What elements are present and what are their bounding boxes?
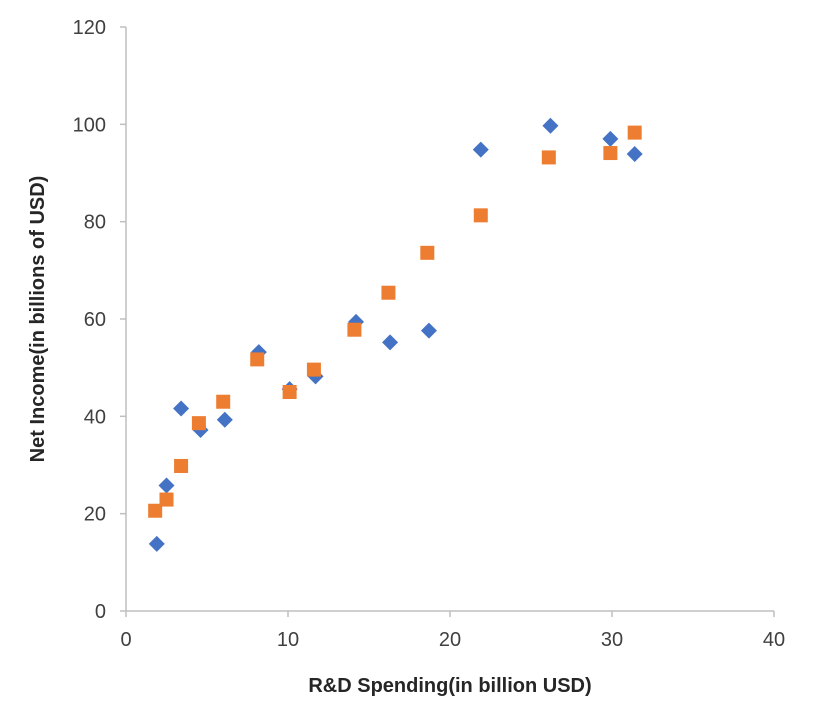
y-tick-label: 60	[84, 309, 106, 331]
y-tick-group: 0 20 40 60 80 100 120	[73, 17, 126, 623]
square-point	[159, 492, 174, 507]
diamond-point	[626, 146, 643, 163]
square-point	[148, 503, 163, 518]
y-tick-label: 80	[84, 212, 106, 234]
y-tick-label: 0	[95, 601, 106, 623]
x-tick-label: 30	[601, 629, 623, 651]
square-point	[250, 352, 265, 367]
diamond-point	[148, 535, 165, 552]
diamond-point	[216, 411, 233, 428]
diamond-point	[382, 334, 399, 351]
square-point	[627, 125, 642, 140]
square-point	[282, 385, 297, 399]
square-point	[381, 285, 396, 300]
y-tick-label: 20	[84, 504, 106, 526]
square-point	[541, 150, 556, 165]
x-tick-label: 40	[763, 629, 785, 651]
x-axis-title: R&D Spending(in billion USD)	[308, 675, 591, 697]
square-point	[174, 458, 189, 473]
x-tick-label: 0	[120, 629, 131, 651]
square-point	[347, 322, 362, 337]
square-point	[420, 245, 435, 260]
square-point	[191, 416, 206, 431]
diamond-point	[472, 141, 489, 158]
x-tick-group: 0 10 20 30 40	[120, 611, 785, 651]
diamond-point	[542, 117, 559, 134]
square-point	[306, 362, 321, 377]
x-tick-label: 10	[277, 629, 299, 651]
diamond-point	[158, 477, 175, 494]
diamond-point	[173, 400, 190, 417]
data-points	[148, 117, 643, 552]
square-point	[216, 394, 231, 409]
y-axis-title: Net Income(in billions of USD)	[27, 176, 49, 463]
square-point	[473, 208, 488, 223]
y-tick-label: 120	[73, 17, 106, 39]
x-tick-label: 20	[439, 629, 461, 651]
square-point	[603, 146, 618, 161]
diamond-point	[602, 130, 619, 147]
diamond-point	[420, 322, 437, 339]
y-tick-label: 40	[84, 406, 106, 428]
y-tick-label: 100	[73, 114, 106, 136]
